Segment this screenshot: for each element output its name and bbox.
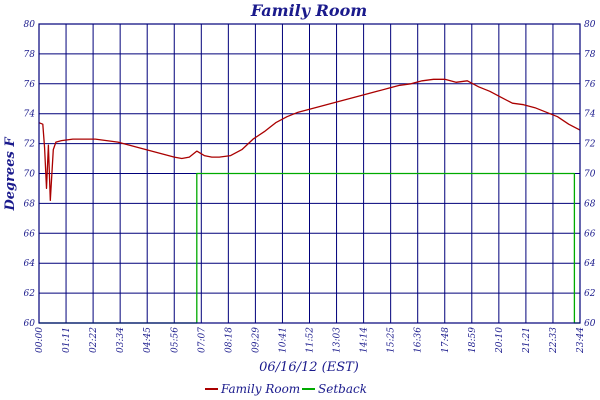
plot-frame: [38, 23, 581, 324]
x-tick-label: 13:03: [333, 327, 343, 353]
x-tick-label: 00:00: [35, 327, 45, 353]
x-tick-label: 18:59: [468, 327, 478, 353]
x-tick-label: 01:11: [62, 327, 72, 353]
x-tick-label: 14:14: [360, 327, 370, 353]
x-tick-label: 22:33: [549, 327, 559, 354]
x-tick-label: 11:52: [306, 327, 316, 353]
y-tick-label-left: 72: [24, 140, 36, 150]
y-tick-label-right: 74: [584, 110, 596, 120]
y-ticks-right: 60 62 64 66 68 70 72 74 76 78 80: [584, 20, 596, 329]
series-line-family-room: [38, 78, 581, 202]
x-tick-label: 23:44: [576, 327, 586, 354]
legend: Family Room Setback: [205, 382, 367, 396]
y-tick-label-left: 62: [24, 289, 36, 299]
y-tick-label-left: 76: [24, 80, 36, 90]
y-tick-label-left: 74: [24, 110, 36, 120]
x-tick-label: 15:25: [387, 327, 397, 353]
plot-border: [38, 23, 581, 324]
x-tick-label: 17:48: [441, 327, 451, 353]
y-ticks-left: 60 62 64 66 68 70 72 74 76 78 80: [24, 20, 36, 329]
y-tick-label-left: 70: [24, 170, 36, 180]
x-axis-label: 06/16/12 (EST): [259, 360, 359, 375]
x-tick-label: 21:21: [522, 327, 532, 354]
x-tick-label: 02:22: [89, 327, 99, 353]
x-tick-label: 05:56: [170, 327, 180, 353]
x-tick-label: 07:07: [197, 327, 207, 353]
y-axis-label: Degrees F: [3, 137, 18, 212]
y-tick-label-left: 60: [24, 319, 36, 329]
y-tick-label-left: 66: [24, 229, 36, 239]
x-tick-label: 09:29: [251, 327, 261, 353]
x-tick-label: 04:45: [143, 327, 153, 353]
x-tick-label: 10:41: [278, 327, 288, 353]
y-tick-label-right: 62: [584, 289, 596, 299]
y-tick-label-right: 70: [584, 170, 596, 180]
y-tick-label-right: 80: [584, 20, 596, 30]
legend-label: Setback: [318, 382, 367, 396]
x-tick-label: 03:34: [116, 327, 126, 353]
y-tick-label-left: 78: [24, 50, 36, 60]
y-tick-label-right: 66: [584, 229, 596, 239]
y-tick-label-right: 78: [584, 50, 596, 60]
x-tick-label: 20:10: [495, 327, 505, 354]
legend-label: Family Room: [220, 382, 300, 396]
y-tick-label-left: 68: [24, 199, 36, 209]
y-tick-label-right: 72: [584, 140, 596, 150]
chart-title: Family Room: [250, 1, 367, 20]
y-tick-label-right: 76: [584, 80, 596, 90]
y-tick-label-left: 80: [24, 20, 36, 30]
x-tick-label: 16:36: [414, 327, 424, 353]
y-tick-label-right: 68: [584, 199, 596, 209]
y-tick-label-left: 64: [24, 259, 36, 269]
y-tick-label-right: 64: [584, 259, 596, 269]
y-tick-label-right: 60: [584, 319, 596, 329]
x-tick-label: 08:18: [224, 327, 234, 353]
x-ticks: 00:00 01:11 02:22 03:34 04:45 05:56 07:07 08:18…: [35, 327, 586, 354]
